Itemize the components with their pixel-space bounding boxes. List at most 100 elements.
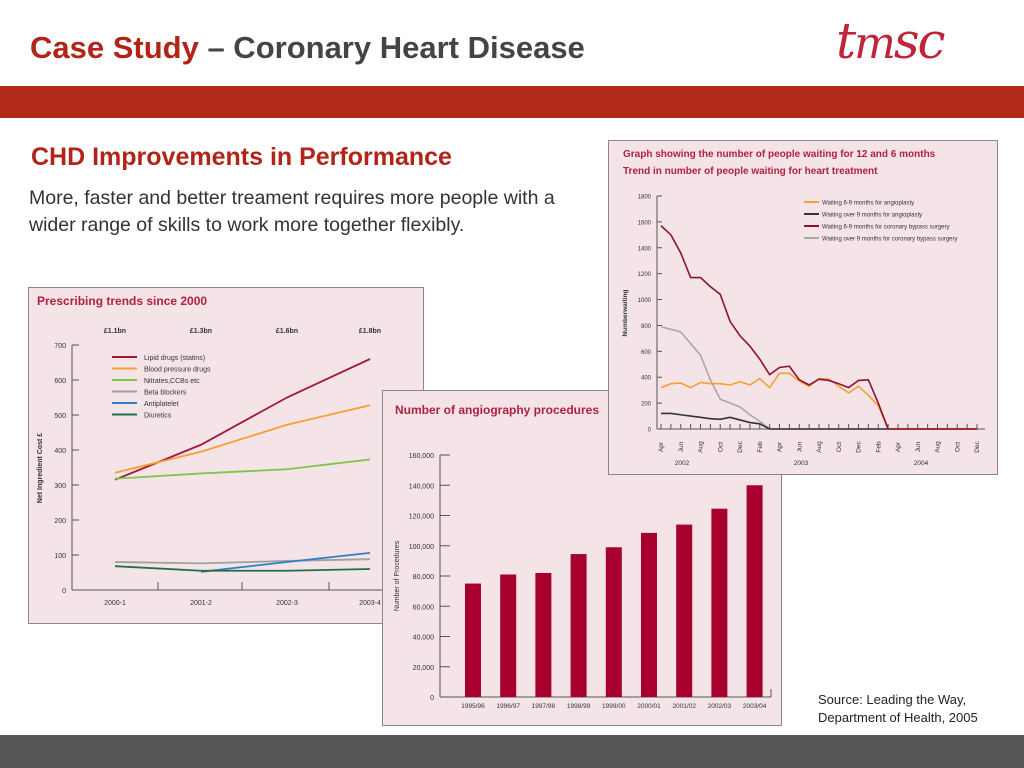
y-tick-label: 0 — [430, 695, 434, 702]
series-line — [114, 458, 371, 480]
x-tick-label: Oct — [717, 442, 724, 452]
x-tick-label: Apr — [658, 441, 665, 452]
y-tick-label: 120,000 — [409, 514, 434, 521]
bar — [605, 547, 622, 697]
chart-title: Prescribing trends since 2000 — [37, 294, 207, 308]
y-axis-label: Number of Procedures — [394, 540, 401, 611]
prescribing-chart-svg: Prescribing trends since 2000 0 100 200 300 4… — [37, 294, 389, 607]
y-tick-label: 140,000 — [409, 483, 434, 490]
y-axis-label: Numberwaiting — [622, 289, 629, 336]
x-tick-label: Feb — [875, 441, 882, 453]
legend-label: Waiting over 9 months for coronary bypas… — [822, 237, 958, 243]
source-line-1: Source: Leading the Way, — [818, 692, 967, 707]
y-tick-label: 0 — [62, 588, 66, 595]
legend-label: Nitrates,CCBs etc — [144, 378, 200, 385]
top-cost-label: £1.8bn — [359, 328, 381, 335]
y-tick-label: 500 — [54, 413, 66, 420]
waiting-chart-svg: Graph showing the number of people waiti… — [622, 149, 985, 467]
top-cost-label: £1.1bn — [104, 328, 126, 335]
top-cost-label: £1.3bn — [190, 328, 212, 335]
x-tick-label: 2002/03 — [708, 703, 732, 710]
x-tick-label: Jun — [678, 441, 685, 452]
bar — [641, 532, 657, 697]
chart-subtitle: Trend in number of people waiting for he… — [623, 166, 878, 177]
year-label: 2004 — [914, 460, 929, 467]
y-tick-label: 200 — [54, 518, 66, 525]
series-line — [114, 404, 371, 474]
legend-label: Diuretics — [144, 413, 172, 420]
top-cost-label: £1.6bn — [276, 328, 298, 335]
x-tick-label: 2000/01 — [637, 703, 661, 710]
y-tick-label: 300 — [54, 483, 66, 490]
x-tick-label: 2002-3 — [276, 600, 298, 607]
x-tick-label: Jun — [915, 441, 922, 452]
y-tick-label: 600 — [54, 378, 66, 385]
header-band — [0, 86, 1024, 118]
x-tick-label: Aug — [816, 441, 823, 453]
bar — [746, 485, 763, 697]
y-tick-label: 1200 — [638, 272, 652, 278]
y-tick-label: 400 — [54, 448, 66, 455]
y-tick-label: 1600 — [638, 220, 652, 226]
x-tick-label: 2001-2 — [190, 600, 212, 607]
year-label: 2002 — [675, 460, 690, 467]
y-tick-label: 40,000 — [413, 635, 435, 642]
bar — [570, 554, 587, 697]
y-tick-label: 80,000 — [413, 574, 435, 581]
tmsc-logo: tmsc — [836, 12, 945, 70]
body-text: More, faster and better treament require… — [29, 187, 555, 236]
x-tick-label: Oct — [836, 442, 843, 452]
legend-label: Beta blockers — [144, 390, 187, 397]
x-tick-label: 1996/97 — [496, 703, 520, 710]
x-tick-label: Jun — [796, 441, 803, 452]
source-line-2: Department of Health, 2005 — [818, 710, 978, 725]
legend-label: Antiplatelet — [144, 401, 179, 408]
slide-title: Case Study – Coronary Heart Disease — [30, 30, 585, 66]
source-note: Source: Leading the Way, Department of He… — [818, 691, 978, 727]
angiography-chart-svg: Number of angiography procedures 0 20,000 4… — [394, 403, 772, 710]
y-axis-label: Net Ingredient Cost £ — [37, 433, 44, 504]
series-line — [114, 558, 371, 565]
y-tick-label: 1400 — [638, 246, 652, 252]
series-line — [114, 565, 371, 572]
x-tick-label: Apr — [777, 441, 784, 452]
x-tick-label: 1998/99 — [567, 703, 591, 710]
legend-label: Blood pressure drugs — [144, 367, 211, 374]
x-tick-label: 1997/98 — [532, 703, 556, 710]
legend-label: Waiting over 9 months for angioplasty — [822, 213, 922, 219]
x-tick-label: 1995/96 — [461, 703, 485, 710]
legend-label: Waiting 6-9 months for angioplasty — [822, 201, 914, 207]
year-label: 2003 — [794, 460, 809, 467]
prescribing-trends-chart: Prescribing trends since 2000 0 100 200 300 4… — [28, 287, 424, 624]
y-tick-label: 20,000 — [413, 665, 435, 672]
title-highlight: Case Study — [30, 30, 199, 65]
y-tick-label: 700 — [54, 343, 66, 350]
legend-label: Waiting 6-9 months for coronary bypass s… — [822, 225, 950, 231]
x-tick-label: 1999/00 — [602, 703, 626, 710]
chart-title: Graph showing the number of people waiti… — [623, 149, 936, 160]
bar — [500, 574, 517, 697]
x-tick-label: Dec — [737, 440, 744, 452]
series-line — [660, 225, 977, 430]
x-tick-label: 2003/04 — [743, 703, 767, 710]
bar — [711, 508, 728, 697]
y-tick-label: 0 — [648, 428, 652, 434]
x-tick-label: Aug — [698, 441, 705, 453]
x-tick-label: Dec — [856, 440, 863, 452]
x-tick-label: 2001/02 — [672, 703, 696, 710]
series-line — [660, 372, 977, 430]
bar — [465, 583, 481, 697]
x-tick-label: Feb — [757, 441, 764, 453]
x-tick-label: 2000-1 — [104, 600, 126, 607]
title-rest: – Coronary Heart Disease — [198, 30, 585, 65]
y-tick-label: 60,000 — [413, 604, 435, 611]
section-subtitle: CHD Improvements in Performance — [31, 143, 452, 171]
x-tick-label: Oct — [954, 442, 961, 452]
waiting-chart: Graph showing the number of people waiti… — [608, 140, 998, 475]
chart-title: Number of angiography procedures — [395, 403, 599, 417]
y-tick-label: 200 — [641, 402, 652, 408]
y-tick-label: 100 — [54, 553, 66, 560]
x-tick-label: Dec — [974, 440, 981, 452]
y-tick-label: 160,000 — [409, 453, 434, 460]
x-tick-label: Apr — [895, 441, 902, 452]
